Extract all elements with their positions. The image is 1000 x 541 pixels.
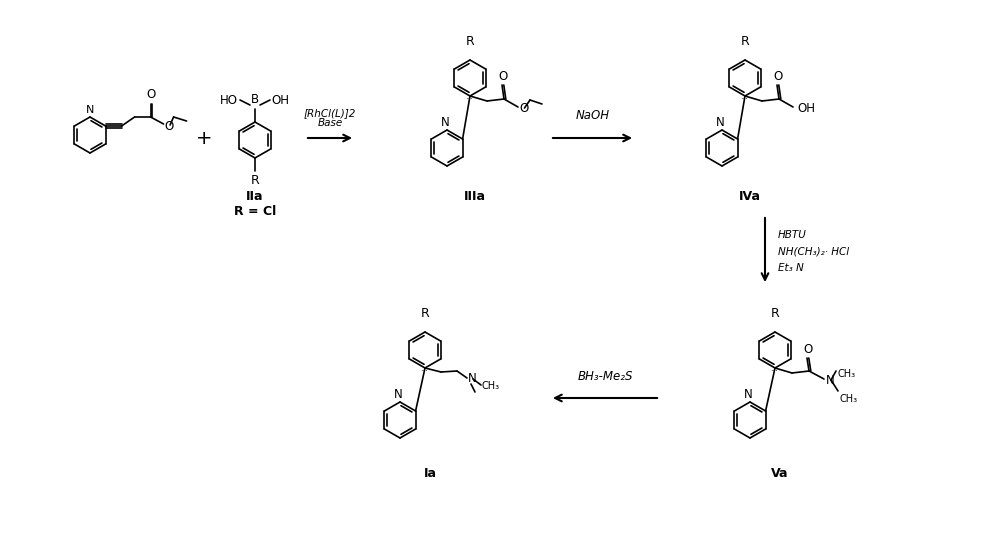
Text: Ia: Ia: [424, 467, 436, 480]
Text: CH₃: CH₃: [838, 369, 856, 379]
Text: O: O: [773, 70, 783, 83]
Text: B: B: [251, 93, 259, 106]
Text: N: N: [744, 388, 752, 401]
Text: Va: Va: [771, 467, 789, 480]
Text: O: O: [803, 343, 813, 356]
Text: Base: Base: [317, 118, 343, 128]
Text: +: +: [196, 129, 212, 148]
Text: CH₃: CH₃: [839, 394, 857, 404]
Text: R = Cl: R = Cl: [234, 205, 276, 218]
Text: Et₃ N: Et₃ N: [778, 263, 804, 273]
Text: ···: ···: [770, 367, 778, 377]
Text: N: N: [441, 116, 449, 129]
Text: R: R: [421, 307, 429, 320]
Text: IVa: IVa: [739, 190, 761, 203]
Text: R: R: [251, 174, 259, 187]
Text: R: R: [741, 35, 749, 48]
Text: HO: HO: [220, 94, 238, 107]
Text: HBTU: HBTU: [778, 230, 807, 240]
Text: IIIa: IIIa: [464, 190, 486, 203]
Text: IIa: IIa: [246, 190, 264, 203]
Text: R: R: [466, 35, 474, 48]
Text: N: N: [394, 388, 402, 401]
Text: O: O: [146, 88, 155, 101]
Text: BH₃-Me₂S: BH₃-Me₂S: [577, 370, 633, 383]
Text: N: N: [826, 373, 835, 386]
Text: OH: OH: [271, 94, 289, 107]
Text: CH₃: CH₃: [482, 381, 500, 391]
Text: R: R: [771, 307, 779, 320]
Text: N: N: [86, 105, 94, 115]
Text: NaOH: NaOH: [575, 109, 610, 122]
Text: NH(CH₃)₂· HCl: NH(CH₃)₂· HCl: [778, 247, 849, 257]
Text: [RhCl(L)]2: [RhCl(L)]2: [304, 108, 356, 118]
Text: O: O: [498, 70, 508, 83]
Text: ···: ···: [420, 367, 428, 377]
Text: O: O: [519, 102, 528, 115]
Text: ···: ···: [465, 96, 473, 104]
Text: N: N: [716, 116, 724, 129]
Text: N: N: [468, 373, 477, 386]
Text: ···: ···: [740, 96, 748, 104]
Text: OH: OH: [797, 102, 815, 115]
Text: O: O: [165, 120, 174, 133]
